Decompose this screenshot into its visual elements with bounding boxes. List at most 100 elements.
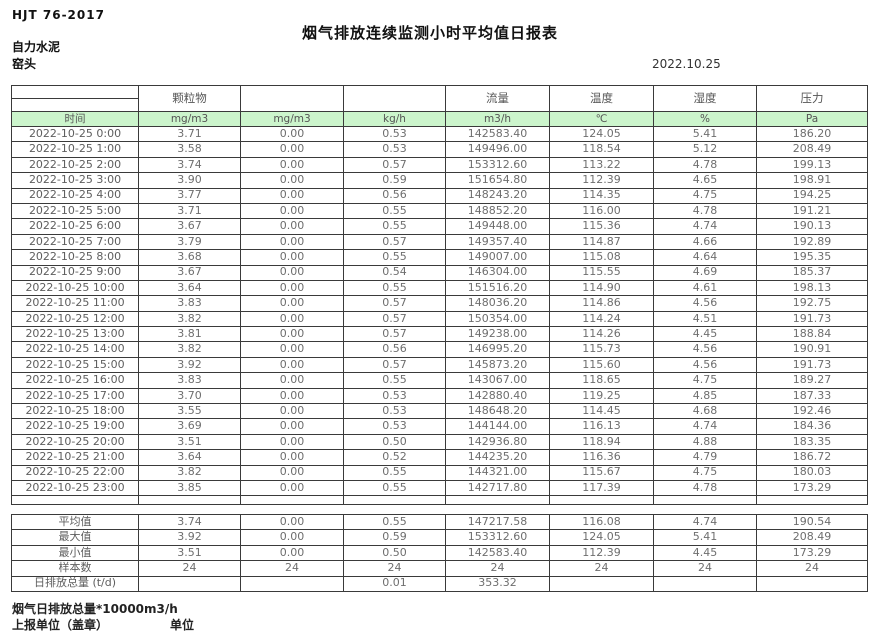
reporting-unit-label: 上报单位（盖章） (12, 618, 109, 631)
table-row: 日排放总量 (t/d) 0.01 353.32 (11, 575, 868, 592)
hourly-data-table: 颗粒物 流量 温度 湿度 压力 时间 mg/m3 mg/m3 kg/h m3/h… (11, 85, 868, 506)
total-flue-gas-note: 烟气日排放总量*10000m3/h (12, 602, 178, 616)
value-cell: 0.00 (240, 264, 344, 281)
value-cell: 0.00 (240, 341, 344, 358)
table-row: 2022-10-25 16:00 3.83 0.00 0.55 143067.00 118… (11, 372, 868, 389)
value-cell: 191.73 (756, 356, 868, 374)
value-cell: 3.68 (138, 249, 241, 266)
value-cell: 192.75 (756, 295, 868, 312)
empty-cell (653, 495, 757, 506)
value-cell: 115.08 (549, 249, 654, 266)
value-cell: 148036.20 (445, 295, 550, 312)
unit-label: 单位 (170, 618, 195, 631)
value-cell: 198.13 (756, 279, 868, 297)
value-cell: 4.78 (653, 479, 757, 497)
value-cell: 0.00 (240, 279, 344, 297)
value-cell: 0.52 (343, 449, 446, 466)
summary-value-cell: 3.51 (138, 544, 241, 562)
time-cell: 2022-10-25 7:00 (11, 233, 139, 251)
value-cell: 3.67 (138, 264, 241, 281)
value-cell: 3.51 (138, 433, 241, 451)
value-cell: 0.00 (240, 125, 344, 143)
value-cell: 3.79 (138, 233, 241, 251)
header-cell-blank-2 (240, 85, 344, 112)
time-cell: 2022-10-25 19:00 (11, 418, 139, 435)
value-cell: 183.35 (756, 433, 868, 451)
value-cell: 4.75 (653, 372, 757, 389)
value-cell: 4.79 (653, 449, 757, 466)
value-cell: 0.57 (343, 326, 446, 343)
table-row: 2022-10-25 11:00 3.83 0.00 0.57 148036.20 114… (11, 295, 868, 312)
value-cell: 4.78 (653, 156, 757, 174)
summary-value-cell (756, 575, 868, 592)
unit-cell-mgm3-a: mg/m3 (138, 111, 241, 127)
value-cell: 115.60 (549, 356, 654, 374)
value-cell: 4.56 (653, 295, 757, 312)
empty-cell (549, 495, 654, 506)
time-cell: 2022-10-25 4:00 (11, 187, 139, 204)
value-cell: 4.64 (653, 249, 757, 266)
empty-cell (343, 495, 446, 506)
summary-value-cell: 353.32 (445, 575, 550, 592)
value-cell: 124.05 (549, 125, 654, 143)
value-cell: 149238.00 (445, 326, 550, 343)
unit-cell-celsius: ℃ (549, 111, 654, 127)
value-cell: 142936.80 (445, 433, 550, 451)
value-cell: 0.53 (343, 403, 446, 420)
report-date: 2022.10.25 (652, 57, 721, 71)
value-cell: 4.69 (653, 264, 757, 281)
time-cell: 2022-10-25 18:00 (11, 403, 139, 420)
value-cell: 142880.40 (445, 387, 550, 405)
value-cell: 117.39 (549, 479, 654, 497)
value-cell: 113.22 (549, 156, 654, 174)
time-cell: 2022-10-25 16:00 (11, 372, 139, 389)
summary-value-cell: 0.01 (343, 575, 446, 592)
empty-cell (11, 495, 139, 506)
value-cell: 4.74 (653, 418, 757, 435)
value-cell: 0.53 (343, 125, 446, 143)
summary-label-cell: 最大值 (11, 529, 139, 546)
value-cell: 4.74 (653, 218, 757, 235)
value-cell: 186.72 (756, 449, 868, 466)
time-cell: 2022-10-25 1:00 (11, 141, 139, 158)
value-cell: 0.00 (240, 218, 344, 235)
value-cell: 194.25 (756, 187, 868, 204)
value-cell: 3.55 (138, 403, 241, 420)
value-cell: 5.12 (653, 141, 757, 158)
value-cell: 0.55 (343, 279, 446, 297)
value-cell: 0.00 (240, 233, 344, 251)
value-cell: 189.27 (756, 372, 868, 389)
summary-value-cell: 0.00 (240, 544, 344, 562)
header-cell-particulate: 颗粒物 (138, 85, 241, 112)
value-cell: 3.67 (138, 218, 241, 235)
summary-value-cell: 4.45 (653, 544, 757, 562)
table-row: 2022-10-25 13:00 3.81 0.00 0.57 149238.00 114… (11, 326, 868, 343)
value-cell: 187.33 (756, 387, 868, 405)
value-cell: 3.71 (138, 125, 241, 143)
unit-cell-m3h: m3/h (445, 111, 550, 127)
unit-cell-kgh: kg/h (343, 111, 446, 127)
value-cell: 0.00 (240, 156, 344, 174)
header-cell-blank-lower (11, 98, 139, 112)
value-cell: 0.00 (240, 295, 344, 312)
summary-value-cell (653, 575, 757, 592)
value-cell: 144144.00 (445, 418, 550, 435)
value-cell: 0.00 (240, 433, 344, 451)
value-cell: 0.57 (343, 233, 446, 251)
value-cell: 198.91 (756, 172, 868, 189)
empty-cell (756, 495, 868, 506)
summary-value-cell: 142583.40 (445, 544, 550, 562)
value-cell: 190.91 (756, 341, 868, 358)
value-cell: 146304.00 (445, 264, 550, 281)
summary-value-cell: 24 (240, 560, 344, 577)
unit-row: 时间 mg/m3 mg/m3 kg/h m3/h ℃ % Pa (11, 111, 868, 127)
value-cell: 151654.80 (445, 172, 550, 189)
table-row: 2022-10-25 6:00 3.67 0.00 0.55 149448.00 115.… (11, 218, 868, 235)
time-cell: 2022-10-25 2:00 (11, 156, 139, 174)
value-cell: 149357.40 (445, 233, 550, 251)
time-cell: 2022-10-25 12:00 (11, 310, 139, 328)
summary-value-cell: 0.00 (240, 513, 344, 531)
table-row: 最小值 3.51 0.00 0.50 142583.40 112.39 4.45 173.29 (11, 544, 868, 562)
table-row: 2022-10-25 21:00 3.64 0.00 0.52 144235.20 116… (11, 449, 868, 466)
